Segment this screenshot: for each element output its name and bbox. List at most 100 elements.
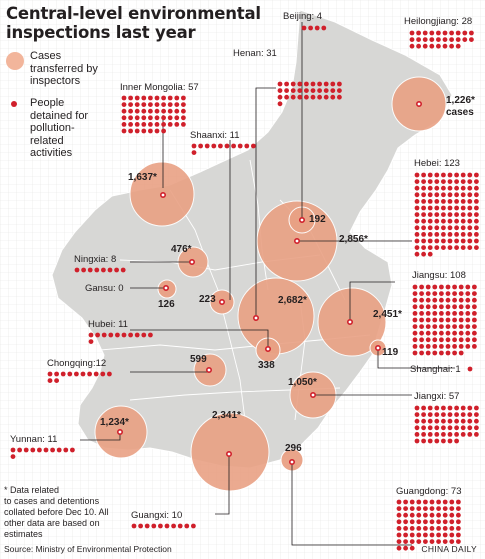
detained-dot-guangdong [416, 539, 422, 544]
detained-dot-heilongjiang [436, 43, 441, 49]
detained-dot-guangdong [409, 539, 415, 544]
detained-dot-hebei [427, 245, 433, 251]
detained-dot-hubei [121, 332, 127, 338]
detained-dot-jiangsu [425, 284, 431, 290]
detained-dot-chongqing [74, 371, 79, 377]
detained-dot-guangxi [177, 523, 183, 529]
detained-dot-jiangsu [465, 337, 471, 343]
detained-dot-jiangsu [472, 297, 477, 303]
detained-dot-hebei [434, 238, 440, 244]
detained-dot-jiangsu [425, 337, 431, 343]
detained-dot-hebei [474, 218, 479, 224]
detained-dot-guangdong [416, 506, 422, 511]
detained-dot-henan [323, 94, 329, 100]
detained-dot-jiangsu [472, 344, 477, 349]
detained-dot-inner-mongolia [167, 122, 173, 127]
detained-dot-jiangsu [425, 304, 431, 310]
detained-dot-guangdong [409, 519, 415, 525]
detained-dot-guangdong [442, 519, 448, 525]
detained-dot-jiangxi [427, 432, 433, 437]
detained-dot-hebei [434, 199, 440, 204]
detained-dot-jiangsu [445, 330, 451, 336]
detained-dot-henan [290, 88, 296, 93]
detained-dot-hebei [427, 251, 433, 257]
detained-dot-jiangsu [445, 304, 451, 310]
detained-dot-hebei [421, 205, 426, 211]
detained-dot-inner-mongolia [148, 122, 153, 127]
value-hubei: 338 [258, 360, 275, 371]
detained-dot-hebei [434, 212, 440, 218]
detained-dot-guangdong [449, 506, 455, 511]
detained-dot-inner-mongolia [154, 95, 160, 101]
detained-dot-hubei [88, 332, 94, 338]
detained-dot-jiangsu [439, 297, 444, 303]
detained-dot-guangdong [442, 539, 448, 544]
detained-dot-guangxi [144, 523, 150, 529]
label-guangxi: Guangxi: 10 [131, 510, 182, 521]
detained-dot-heilongjiang [455, 30, 461, 36]
detained-dot-hebei [447, 218, 453, 224]
detained-dot-jiangsu [472, 324, 477, 329]
footnote-line: to cases and detentions [4, 496, 100, 506]
detained-dot-shaanxi [191, 143, 197, 149]
detained-dot-inner-mongolia [141, 115, 147, 121]
detained-dot-henan [297, 81, 303, 87]
detained-dot-hebei [474, 192, 479, 198]
detained-dot-heilongjiang [469, 30, 474, 36]
detained-dot-jiangxi [427, 418, 433, 424]
detained-dot-hebei [441, 179, 446, 185]
detained-dot-inner-mongolia [148, 128, 153, 134]
detained-dot-jiangsu [412, 337, 418, 343]
detained-dot-hebei [414, 172, 420, 178]
detained-dot-hebei [467, 192, 473, 198]
detained-dot-hebei [427, 205, 433, 211]
detained-dot-inner-mongolia [167, 108, 173, 114]
detained-dot-jiangsu [439, 317, 444, 323]
detained-dot-guangdong [456, 506, 461, 511]
legend-people-line: activities [30, 147, 73, 159]
detained-dot-guangdong [416, 532, 422, 538]
label-inner-mongolia: Inner Mongolia: 57 [120, 82, 199, 93]
detained-dot-hubei [134, 332, 140, 338]
detained-dot-chongqing [67, 371, 73, 377]
detained-dot-jiangsu [432, 284, 438, 290]
detained-dot-hebei [474, 172, 479, 178]
detained-dot-shaanxi [204, 143, 210, 149]
detained-dot-guangdong [436, 526, 441, 531]
label-heilongjiang: Heilongjiang: 28 [404, 16, 472, 27]
detained-dot-inner-mongolia [161, 102, 167, 107]
detained-dot-hebei [441, 192, 446, 198]
detained-dot-jiangsu [419, 311, 424, 316]
detained-dot-henan [317, 88, 322, 93]
detained-dot-ningxia [107, 267, 113, 273]
detained-dot-jiangxi [460, 432, 466, 437]
detained-dot-hebei [460, 232, 466, 237]
detained-dot-inner-mongolia [121, 95, 127, 101]
detained-dot-inner-mongolia [128, 128, 134, 134]
detained-dot-hebei [434, 218, 440, 224]
detained-dot-jiangsu [425, 317, 431, 323]
detained-dot-jiangxi [414, 438, 420, 444]
label-gansu: Gansu: 0 [85, 283, 124, 294]
detained-dot-guangxi [151, 523, 157, 529]
detained-dot-hebei [474, 179, 479, 185]
detained-dot-jiangsu [445, 317, 451, 323]
detained-dot-yunnan [17, 447, 22, 453]
detained-dot-hebei [467, 212, 473, 218]
detained-dot-hebei [460, 205, 466, 211]
detained-dot-jiangsu [458, 350, 464, 356]
detained-dot-hebei [414, 179, 420, 185]
detained-dot-heilongjiang [409, 43, 415, 49]
detained-dot-jiangsu [472, 337, 477, 343]
detained-dot-hebei [467, 218, 473, 224]
detained-dot-hebei [427, 179, 433, 185]
detained-dot-hubei [115, 332, 120, 338]
detained-dot-jiangsu [445, 337, 451, 343]
detained-dot-hebei [467, 245, 473, 251]
detained-dot-jiangxi [434, 418, 440, 424]
detained-dot-henan [277, 88, 283, 93]
detained-dot-jiangxi [441, 432, 446, 437]
detained-dot-guangdong [416, 499, 422, 505]
label-chongqing: Chongqing:12 [47, 358, 106, 369]
detained-dot-jiangsu [419, 304, 424, 310]
